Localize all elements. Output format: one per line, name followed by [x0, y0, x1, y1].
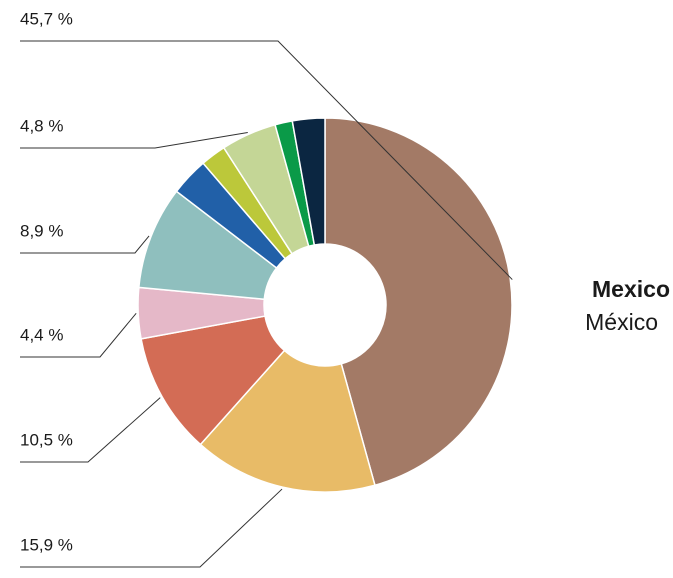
donut-slice [324, 117, 513, 487]
leader-line [20, 488, 283, 568]
leader-line [20, 312, 137, 358]
leader-line [20, 397, 161, 463]
value-label: 15,9 % [20, 535, 73, 554]
value-label: 10,5 % [20, 430, 73, 449]
leader-line [20, 40, 513, 280]
value-label: 4,4 % [20, 325, 63, 344]
chart-title: Mexico [592, 276, 670, 302]
leader-line [20, 132, 248, 149]
value-label: 4,8 % [20, 116, 63, 135]
chart-subtitle: México [585, 309, 658, 335]
value-label: 45,7 % [20, 9, 73, 28]
value-label: 8,9 % [20, 221, 63, 240]
leader-line [20, 235, 150, 254]
donut-slice [199, 349, 376, 493]
donut-slice [291, 117, 326, 246]
